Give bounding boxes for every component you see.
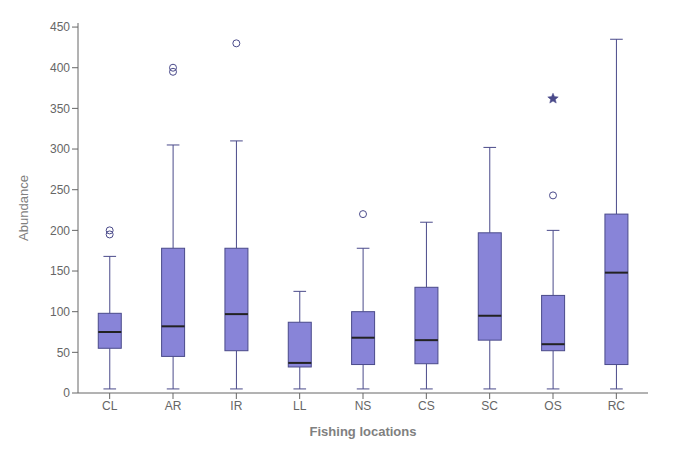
svg-text:50: 50 <box>57 346 71 360</box>
svg-text:IR: IR <box>230 399 242 413</box>
svg-text:200: 200 <box>50 224 70 238</box>
svg-text:AR: AR <box>165 399 182 413</box>
svg-text:SC: SC <box>481 399 498 413</box>
svg-text:CS: CS <box>418 399 435 413</box>
svg-text:350: 350 <box>50 102 70 116</box>
svg-text:NS: NS <box>355 399 372 413</box>
svg-text:100: 100 <box>50 305 70 319</box>
svg-text:Fishing locations: Fishing locations <box>310 424 417 439</box>
svg-text:Abundance: Abundance <box>16 175 31 241</box>
svg-text:450: 450 <box>50 20 70 34</box>
svg-text:OS: OS <box>544 399 561 413</box>
svg-text:150: 150 <box>50 264 70 278</box>
svg-text:400: 400 <box>50 61 70 75</box>
svg-text:0: 0 <box>63 386 70 400</box>
svg-text:LL: LL <box>293 399 307 413</box>
svg-text:CL: CL <box>102 399 118 413</box>
svg-text:250: 250 <box>50 183 70 197</box>
svg-text:RC: RC <box>608 399 626 413</box>
svg-text:300: 300 <box>50 142 70 156</box>
